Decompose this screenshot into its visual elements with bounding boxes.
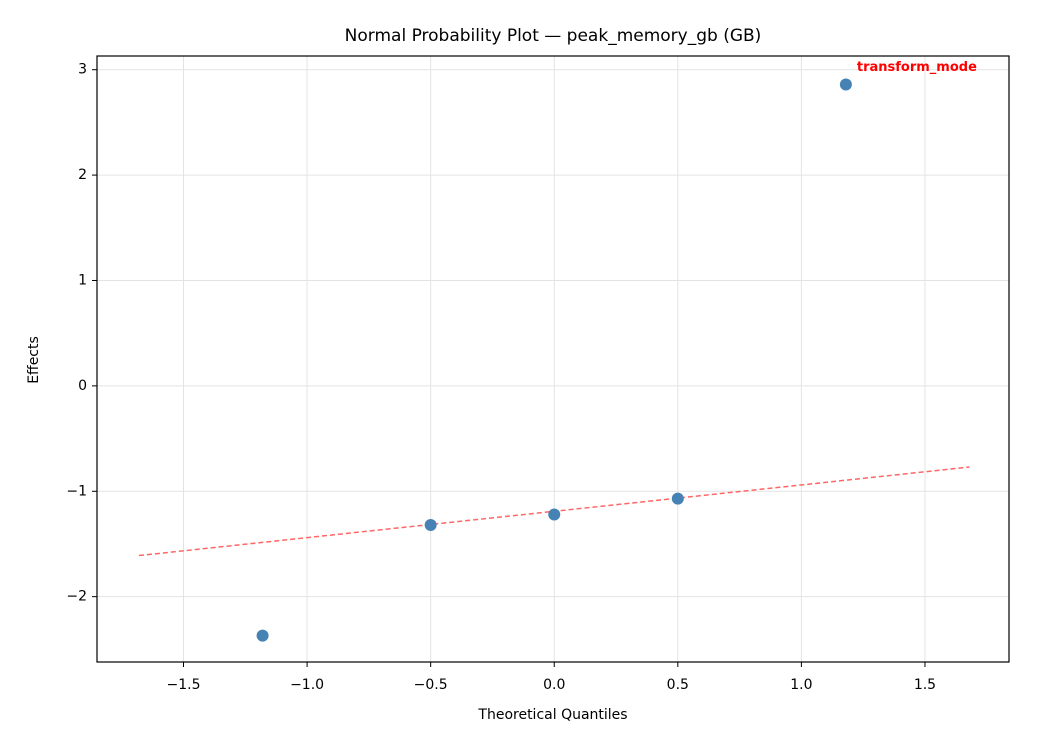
y-tick-label: 1 [78,272,87,288]
x-tick-label: −1.5 [167,677,201,693]
data-point [671,492,684,505]
y-axis-label: Effects [26,336,42,384]
x-tick-label: 0.5 [667,677,689,693]
plot-frame [96,55,1010,663]
y-tick-label: −1 [66,483,87,499]
x-tick-label: −1.0 [290,677,324,693]
y-tick-label: 3 [78,62,87,78]
point-annotation: transform_mode [857,60,977,75]
x-tick-label: 0.0 [543,677,565,693]
y-tick-label: 2 [78,167,87,183]
data-point [424,518,437,531]
chart-title: Normal Probability Plot — peak_memory_gb… [345,26,762,46]
data-point [548,508,561,521]
y-tick-label: −2 [66,589,87,605]
x-tick-label: 1.5 [914,677,936,693]
y-tick-label: 0 [78,378,87,394]
x-axis-label: Theoretical Quantiles [477,707,627,723]
data-point [839,78,852,91]
data-point [256,629,269,642]
x-tick-label: 1.0 [790,677,812,693]
x-tick-label: −0.5 [414,677,448,693]
